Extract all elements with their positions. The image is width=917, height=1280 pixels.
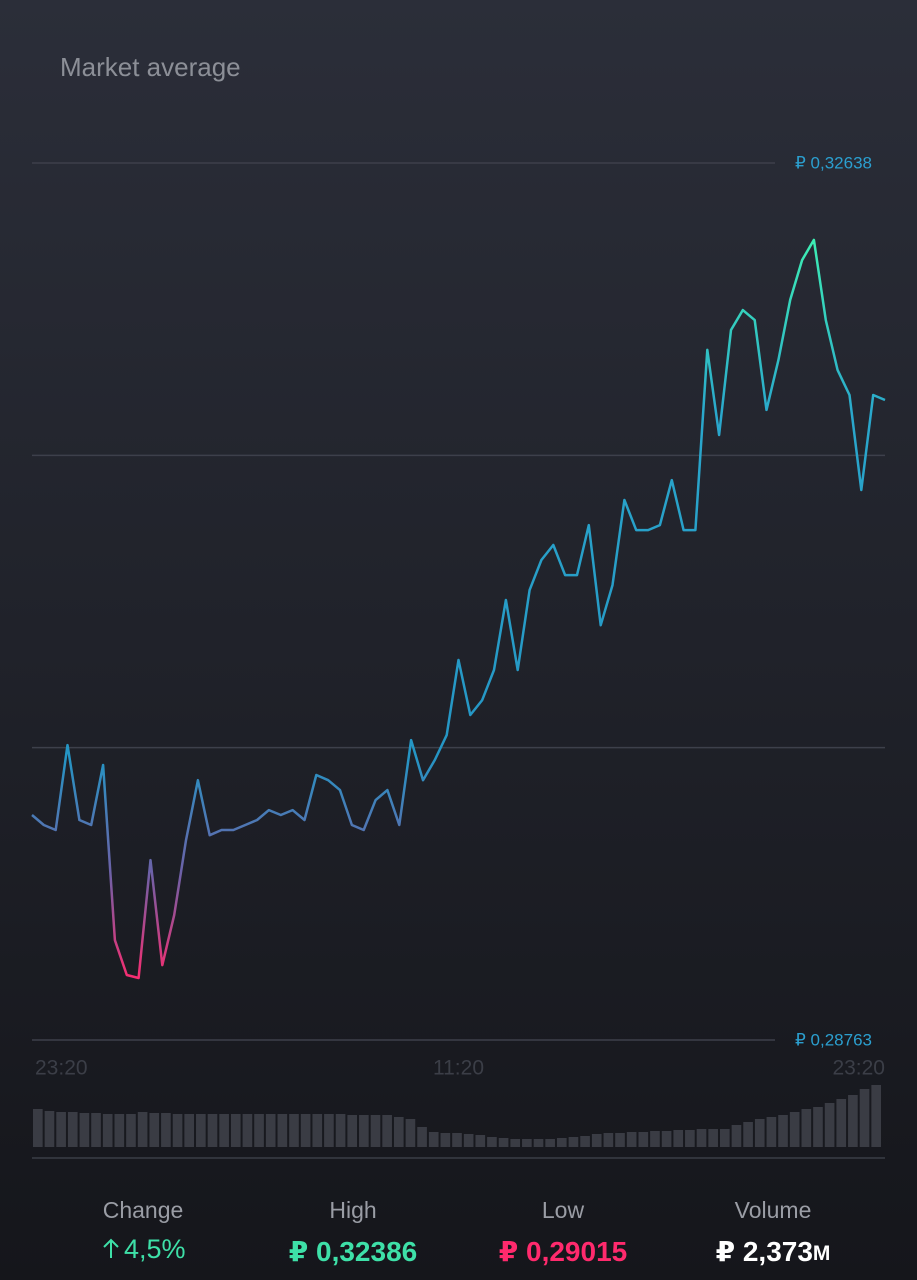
volume-bar (207, 1114, 218, 1147)
stat-value: ₽ 0,29015 (499, 1236, 627, 1267)
volume-bar (766, 1117, 777, 1147)
volume-bar (789, 1112, 800, 1147)
stat-value: ₽ 0,32386 (289, 1236, 417, 1267)
stat-label: Volume (735, 1197, 812, 1223)
volume-bar (673, 1130, 684, 1147)
volume-bar (440, 1133, 451, 1147)
volume-bar (638, 1132, 649, 1147)
volume-bar (685, 1130, 695, 1147)
volume-bar (487, 1137, 497, 1147)
volume-bar (661, 1131, 672, 1147)
volume-bar (522, 1139, 532, 1147)
x-tick-label: 23:20 (35, 1057, 88, 1080)
up-arrow (103, 1238, 119, 1258)
stat-value-text: ₽ 2,373 (716, 1236, 813, 1267)
volume-bar (359, 1115, 369, 1147)
volume-bar (475, 1135, 486, 1147)
volume-bar (370, 1115, 381, 1147)
stat-unit: M (813, 1242, 831, 1265)
volume-bar (696, 1129, 707, 1147)
volume-bar (626, 1132, 637, 1147)
volume-bar (277, 1114, 288, 1147)
volume-bar (91, 1113, 101, 1147)
volume-bar (289, 1114, 299, 1147)
volume-bar (801, 1109, 812, 1147)
x-tick-label: 23:20 (832, 1057, 885, 1080)
volume-bar (33, 1109, 43, 1147)
volume-bar (230, 1114, 241, 1147)
volume-bar (161, 1113, 171, 1147)
volume-bar (44, 1111, 55, 1147)
volume-bar (848, 1095, 858, 1147)
volume-bar (452, 1133, 462, 1147)
volume-bar (149, 1113, 160, 1147)
volume-bar (242, 1114, 253, 1147)
volume-bar (324, 1114, 334, 1147)
volume-bar (615, 1133, 625, 1147)
volume-bar (824, 1103, 835, 1147)
stat-value: 4,5% (124, 1234, 186, 1264)
volume-bar (556, 1138, 567, 1147)
volume-bar (778, 1115, 788, 1147)
volume-bar (859, 1089, 870, 1147)
volume-bar (591, 1134, 602, 1147)
volume-bar (114, 1114, 125, 1147)
volume-bar (67, 1112, 78, 1147)
volume-bar (347, 1115, 358, 1147)
volume-bar (708, 1129, 718, 1147)
volume-bar (731, 1125, 742, 1147)
y-tick-label: ₽ 0,32638 (795, 153, 872, 172)
stat-value: ₽ 2,373M (716, 1236, 831, 1267)
volume-bar (300, 1114, 311, 1147)
volume-bar (603, 1133, 614, 1147)
volume-bar (510, 1139, 521, 1147)
volume-bar (417, 1127, 427, 1147)
volume-bar (56, 1112, 66, 1147)
volume-bar (312, 1114, 323, 1147)
volume-bar (533, 1139, 544, 1147)
volume-bar (102, 1114, 113, 1147)
volume-bar (265, 1114, 276, 1147)
stat-label: High (329, 1197, 376, 1223)
volume-bar (254, 1114, 264, 1147)
volume-bar (219, 1114, 229, 1147)
stats: Change 4,5% High ₽ 0,32386 Low ₽ 0,29015 Volum… (103, 1197, 831, 1267)
volume-bar (580, 1136, 590, 1147)
volume-bar (137, 1112, 148, 1147)
volume-bar (382, 1115, 392, 1147)
volume-bar (393, 1117, 404, 1147)
volume-bar (196, 1114, 206, 1147)
x-tick-label: 11:20 (433, 1057, 484, 1080)
volume-bar (754, 1119, 765, 1147)
volume-bar (813, 1107, 823, 1147)
volume-bar (743, 1122, 753, 1147)
y-tick-label: ₽ 0,28763 (795, 1030, 872, 1049)
volume-bar (463, 1134, 474, 1147)
price-line (31, 238, 886, 980)
volume-bar (79, 1113, 90, 1147)
volume-bar (545, 1139, 555, 1147)
volume-bar (568, 1137, 579, 1147)
stat-value-text: ₽ 0,29015 (499, 1236, 627, 1267)
volume-bar (126, 1114, 136, 1147)
stat-value-text: ₽ 0,32386 (289, 1236, 417, 1267)
volume-bar (428, 1132, 439, 1147)
title: Market average (60, 52, 241, 82)
volume-bar (498, 1138, 509, 1147)
volume-bar (172, 1114, 183, 1147)
volume-bar (184, 1114, 195, 1147)
volume-bar (650, 1131, 660, 1147)
volume-bar (871, 1085, 881, 1147)
volume-bar (335, 1114, 346, 1147)
stat-label: Change (103, 1197, 184, 1223)
volume-bar (405, 1119, 416, 1147)
volume-bar (719, 1129, 730, 1147)
stat-label: Low (542, 1197, 585, 1223)
volume-bar (836, 1099, 847, 1147)
